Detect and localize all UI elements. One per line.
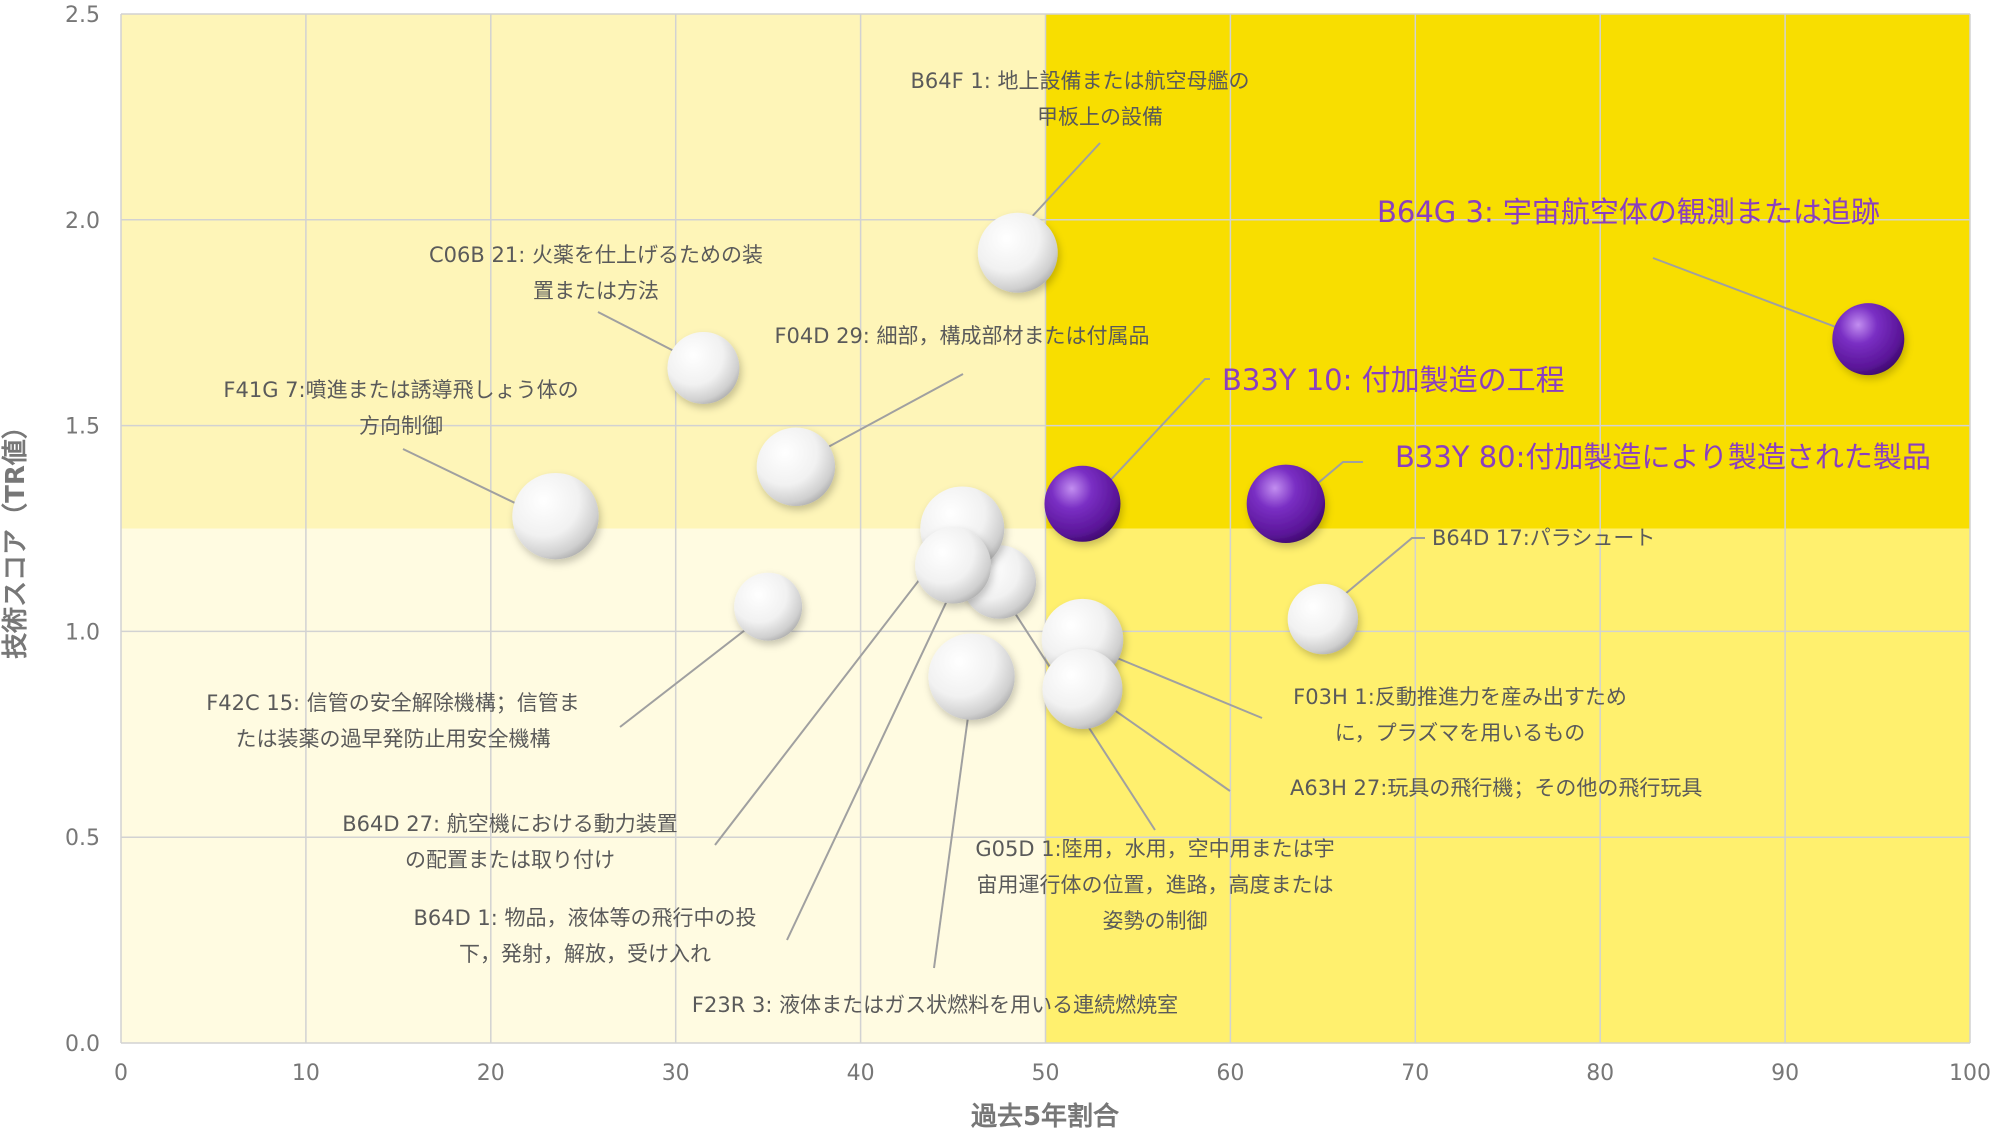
- leader-line-B64G3: [1652, 257, 1866, 339]
- x-tick-label: 20: [477, 1061, 505, 1086]
- leader-line-F23R3: [933, 679, 974, 969]
- axis-ticks: 0 10 20 30 40 50 60 70 80 90 100 0.0 0.5 1.0 1.5 2.0 2.5: [65, 3, 1991, 1086]
- gridlines: [120, 13, 1971, 1044]
- label-F42C15: たは装薬の過早発防止用安全機構: [236, 727, 551, 751]
- label-B64D27: の配置または取り付け: [405, 848, 615, 872]
- x-tick-label: 70: [1401, 1061, 1429, 1086]
- x-tick-label: 60: [1216, 1061, 1244, 1086]
- label-F04D29: F04D 29: 細部，構成部材または付属品: [774, 324, 1149, 348]
- x-tick-label: 50: [1032, 1061, 1060, 1086]
- label-G05D1: 姿勢の制御: [1103, 909, 1208, 933]
- x-tick-label: 40: [847, 1061, 875, 1086]
- label-F42C15: F42C 15: 信管の安全解除機構；信管ま: [206, 691, 580, 715]
- bubble-F41G7: [512, 472, 599, 560]
- bubble-F23R3: [928, 633, 1015, 720]
- label-B64D17: B64D 17:パラシュート: [1432, 526, 1655, 550]
- y-tick-label: 0.0: [65, 1032, 100, 1057]
- label-F03H1: F03H 1:反動推進力を産み出すため: [1293, 685, 1627, 709]
- label-B64D1: 下，発射，解放，受け入れ: [459, 942, 711, 966]
- label-G05D1: 宙用運行体の位置，進路，高度または: [977, 873, 1334, 897]
- bubble-F04D29: [756, 427, 836, 506]
- label-B64F1: B64F 1: 地上設備または航空母艦の: [911, 69, 1250, 93]
- x-tick-label: 30: [662, 1061, 690, 1086]
- bubble-B33Y80: [1246, 464, 1326, 544]
- y-tick-label: 1.5: [65, 415, 100, 440]
- y-tick-label: 2.0: [65, 209, 100, 234]
- label-C06B21: C06B 21: 火薬を仕上げるための装: [429, 243, 763, 267]
- x-tick-label: 90: [1771, 1061, 1799, 1086]
- quadrant-backgrounds: [121, 14, 1970, 1043]
- y-axis-title: 技術スコア（TR値）: [1, 413, 31, 659]
- leader-line-B64D17: [1319, 537, 1425, 616]
- leader-line-B64D1: [786, 589, 953, 941]
- label-A63H27: A63H 27:玩具の飛行機；その他の飛行玩具: [1290, 776, 1702, 800]
- x-tick-label: 100: [1949, 1061, 1991, 1086]
- label-F41G7: 方向制御: [359, 414, 443, 438]
- bubbles: [512, 212, 1905, 730]
- quadrant-low-right: [1045, 528, 1970, 1043]
- x-axis-title: 過去5年割合: [971, 1101, 1120, 1132]
- x-tick-label: 80: [1586, 1061, 1614, 1086]
- label-F03H1: に，プラズマを用いるもの: [1335, 721, 1586, 745]
- bubble-C06B21: [667, 331, 740, 404]
- label-F23R3: F23R 3: 液体またはガス状燃料を用いる連続燃焼室: [692, 993, 1178, 1017]
- x-tick-label: 0: [114, 1061, 128, 1086]
- bubble-B64G3: [1832, 303, 1905, 376]
- label-C06B21: 置または方法: [533, 279, 659, 303]
- label-B64D27: B64D 27: 航空機における動力装置: [342, 812, 677, 836]
- label-B64G3: B64G 3: 宇宙航空体の観測または追跡: [1377, 195, 1880, 229]
- leader-line-B33Y10: [1089, 378, 1210, 503]
- label-B33Y10: B33Y 10: 付加製造の工程: [1222, 363, 1565, 397]
- y-tick-label: 2.5: [65, 3, 100, 28]
- quadrant-low-left: [121, 528, 1046, 1043]
- x-tick-label: 10: [292, 1061, 320, 1086]
- quadrant-high-right: [1045, 14, 1970, 529]
- bubble-B64F1: [977, 212, 1058, 293]
- label-B33Y80: B33Y 80:付加製造により製造された製品: [1395, 440, 1931, 474]
- y-tick-label: 0.5: [65, 826, 100, 851]
- bubble-B33Y10: [1044, 465, 1121, 542]
- label-G05D1: G05D 1:陸用，水用，空中用または宇: [975, 837, 1334, 861]
- quadrant-high-left: [121, 14, 1046, 529]
- label-F41G7: F41G 7:噴進または誘導飛しょう体の: [223, 378, 578, 402]
- bubble-A63H27: [1042, 649, 1123, 730]
- label-B64D1: B64D 1: 物品，液体等の飛行中の投: [413, 906, 756, 930]
- bubble-F42C15: [734, 572, 803, 641]
- bubble-B64D17: [1287, 583, 1359, 655]
- label-B64F1: 甲板上の設備: [1037, 105, 1163, 129]
- y-tick-label: 1.0: [65, 620, 100, 645]
- bubble-B64D1: [915, 527, 992, 604]
